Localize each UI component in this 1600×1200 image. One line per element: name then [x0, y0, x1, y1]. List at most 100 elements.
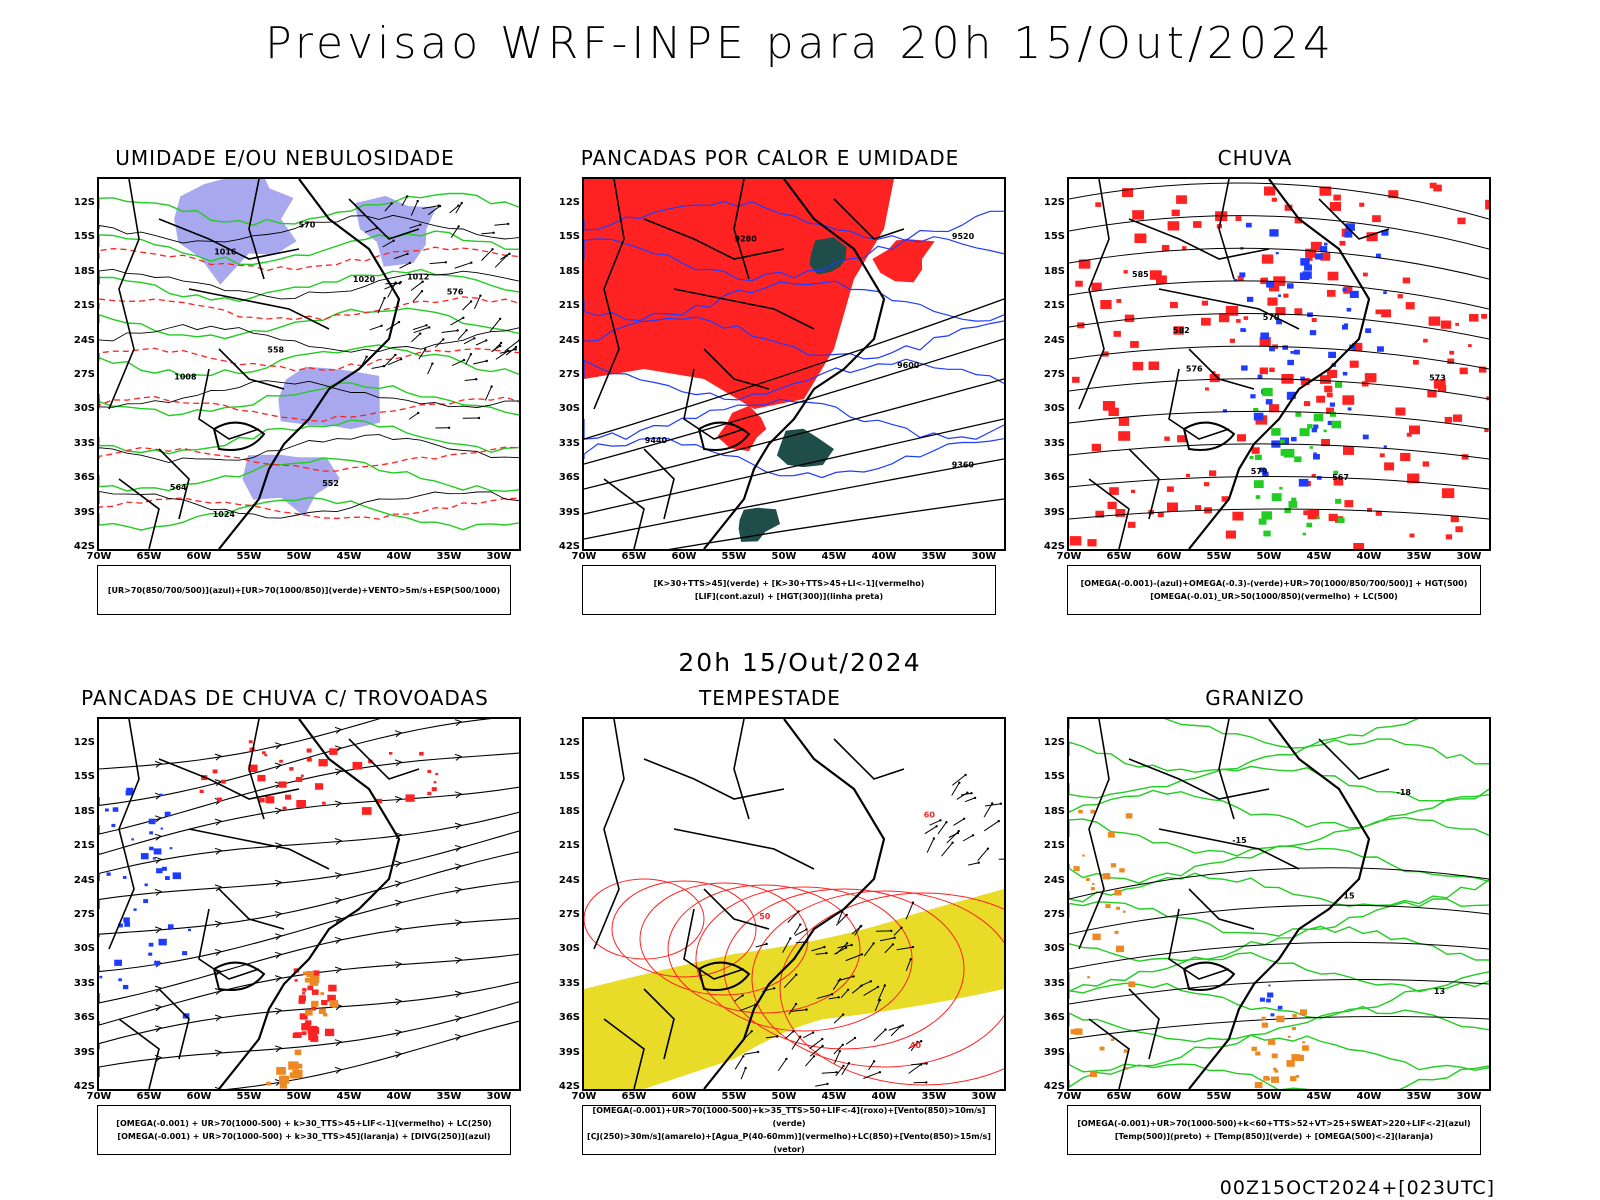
- rain-cell: [1108, 407, 1119, 416]
- wind-vector: [962, 834, 974, 842]
- streamline: [99, 752, 519, 835]
- wind-vector-head: [812, 1055, 816, 1058]
- wind-vector-head: [797, 910, 800, 913]
- streamline: [99, 881, 519, 973]
- thunderstorm-cell: [352, 761, 363, 770]
- wind-vector-head: [925, 1062, 928, 1065]
- state-border: [643, 988, 675, 1060]
- wind-vector: [811, 946, 825, 952]
- streamline-arrow: [274, 1045, 283, 1053]
- wind-vector: [816, 993, 833, 999]
- rain-cell: [1269, 367, 1275, 372]
- wind-vector-head: [390, 202, 393, 205]
- omega-cell: [1293, 349, 1300, 355]
- wind-vector: [868, 1061, 875, 1071]
- rain-cell: [1379, 453, 1385, 458]
- pw-contour: [751, 890, 1004, 1068]
- lat-tick-label: 36S: [558, 1012, 580, 1024]
- lat-tick-label: 21S: [73, 300, 95, 312]
- rain-cell: [1237, 275, 1244, 281]
- rain-cell: [1441, 488, 1455, 499]
- lagoon-border: [697, 961, 751, 991]
- state-border: [348, 198, 420, 240]
- lon-tick-label: 55W: [1206, 1091, 1232, 1102]
- rain-cell: [1427, 390, 1437, 398]
- rain-cell: [1115, 509, 1126, 517]
- hail-cell: [1267, 992, 1274, 998]
- wind-vector-head: [805, 1008, 808, 1011]
- wind-vector: [905, 902, 914, 920]
- wind-vector-head: [499, 317, 502, 320]
- lat-tick-label: 27S: [73, 909, 95, 920]
- wind-vector-head: [970, 792, 973, 795]
- thunderstorm-cell: [324, 1028, 335, 1037]
- thunderstorm-cell: [294, 979, 298, 982]
- streamline-arrow: [274, 911, 283, 918]
- rain-cell: [1132, 361, 1144, 371]
- instability-cell: [294, 1069, 303, 1077]
- wind-vector: [964, 797, 976, 803]
- panel-title: TEMPESTADE: [699, 686, 841, 710]
- wind-vector: [911, 1063, 927, 1066]
- omega-cell: [1302, 271, 1312, 279]
- wind-vector: [411, 333, 421, 343]
- instability-cell: [266, 1081, 271, 1086]
- wind-vector: [408, 412, 419, 420]
- rain-cell: [1329, 202, 1341, 211]
- rain-cell: [1261, 254, 1274, 264]
- streamline: [99, 830, 519, 909]
- wind-vector: [450, 226, 460, 238]
- lon-tick-label: 60W: [186, 1091, 212, 1102]
- lon-tick-label: 45W: [1306, 551, 1332, 562]
- strong-omega-cell: [1254, 454, 1262, 461]
- streamline-arrow: [154, 833, 163, 841]
- lon-tick-label: 70W: [1056, 1091, 1082, 1102]
- rain-cell: [1167, 502, 1178, 512]
- omega500-cell: [1274, 1069, 1279, 1073]
- divergence-cell: [114, 959, 122, 966]
- rain-cell: [1267, 297, 1278, 306]
- wind-vector: [790, 1009, 807, 1012]
- omega-cell: [1246, 296, 1254, 302]
- lon-tick-label: 60W: [186, 551, 212, 562]
- thunderstorm-cell: [212, 769, 218, 774]
- omega500-cell: [1251, 1046, 1257, 1051]
- rain-cell: [1283, 293, 1289, 298]
- strong-omega-cell: [1253, 407, 1259, 412]
- lon-tick-label: 50W: [771, 551, 797, 562]
- rain-cell: [1457, 217, 1466, 225]
- thunderstorm-cell: [265, 795, 268, 798]
- lat-tick-label: 27S: [558, 369, 580, 380]
- pw-contour: [695, 886, 913, 1032]
- wind-vector-head: [869, 980, 873, 983]
- wind-vector-head: [416, 199, 419, 203]
- lon-tick-label: 50W: [286, 551, 312, 562]
- wind-vector-head: [514, 348, 517, 351]
- wind-vector: [835, 1065, 844, 1077]
- wind-vector-head: [420, 290, 424, 293]
- divergence-cell: [118, 978, 122, 982]
- strong-omega-cell: [1294, 456, 1302, 463]
- instability-cell: [288, 1061, 299, 1070]
- omega-cell: [1233, 278, 1238, 282]
- rain-cell: [1397, 294, 1403, 299]
- contour-label: 1008: [174, 373, 197, 382]
- wind-vector-head: [841, 1013, 845, 1016]
- pw-contour: [723, 888, 965, 1050]
- wind-vector-head: [408, 261, 412, 265]
- omega-cell: [1282, 345, 1288, 350]
- instability-cell: [302, 971, 307, 975]
- omega500-cell: [1090, 887, 1095, 891]
- wind-vector-head: [444, 261, 447, 264]
- wind-vector-head: [431, 362, 434, 365]
- wind-vector: [463, 337, 475, 345]
- instability-cell: [304, 977, 311, 983]
- wind-vector: [956, 792, 968, 800]
- wind-vector: [481, 232, 494, 235]
- thunderstorm-cell: [361, 807, 372, 815]
- divergence-cell: [122, 984, 129, 990]
- divergence-cell: [118, 923, 123, 928]
- strong-omega-cell: [1283, 448, 1295, 458]
- wind-vector: [815, 1083, 828, 1087]
- temp850-contour: [1069, 872, 1489, 907]
